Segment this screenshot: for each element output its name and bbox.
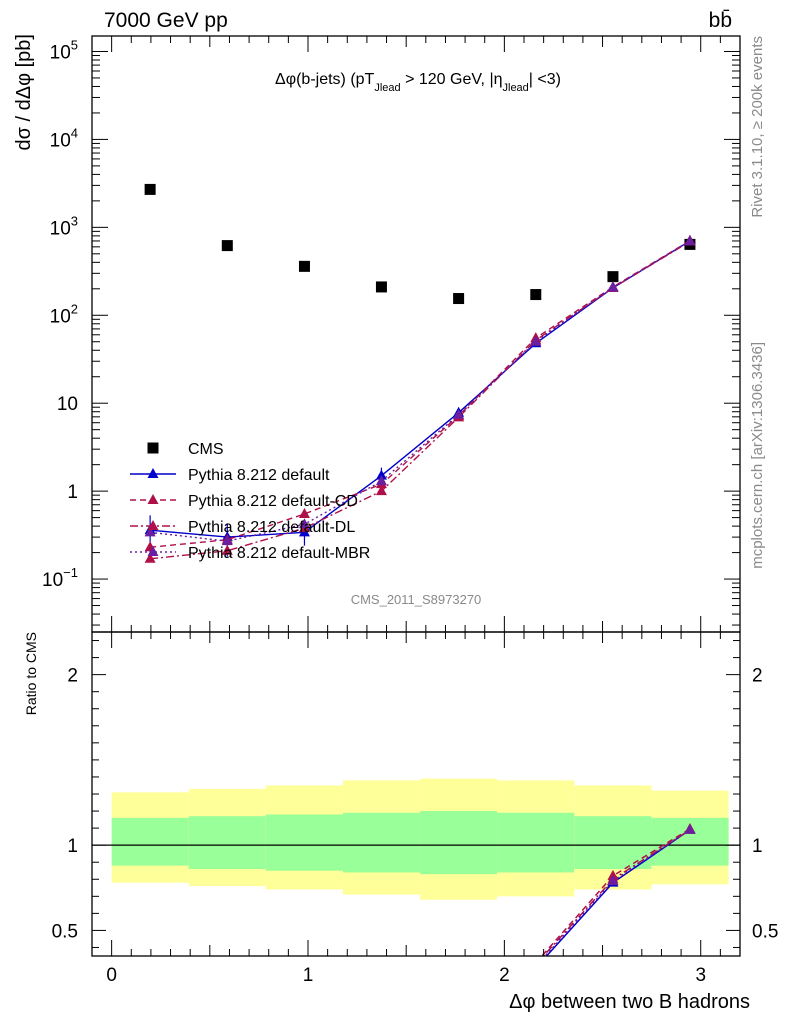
header-right: bb̄ (709, 9, 732, 32)
main-y-tick-label: 105 (50, 37, 78, 63)
ratio-y-tick-label: 0.5 (52, 921, 78, 942)
cms-data-point (221, 240, 233, 252)
main-y-tick-label: 104 (50, 125, 78, 151)
main-y-tick-label: 1 (67, 482, 78, 503)
analysis-watermark: CMS_2011_S8973270 (351, 592, 482, 607)
x-tick-label: 2 (499, 965, 510, 986)
ratio-y-tick-label-right: 0.5 (752, 921, 778, 942)
ratio-y-tick-label: 1 (67, 836, 78, 857)
cms-data-point (530, 289, 542, 301)
uncertainty-band-inner (111, 817, 189, 866)
legend-label: Pythia 8.212 default-CD (188, 493, 358, 510)
mc-marker (221, 535, 233, 546)
mc-line (150, 240, 691, 548)
mc-marker (298, 518, 310, 529)
mc-marker (453, 408, 465, 419)
main-y-axis-label: dσ / dΔφ [pb] (13, 34, 35, 151)
ratio-y-tick-label-right: 1 (752, 836, 763, 857)
x-axis-label: Δφ between two B hadrons (509, 991, 750, 1013)
cms-data-point (453, 293, 465, 305)
main-y-tick-label: 103 (50, 213, 78, 239)
mc-marker (221, 544, 233, 555)
ratio-panel: 0.5 0.5 1 1 2 2 0 1 2 3 (52, 36, 778, 986)
legend-marker (147, 546, 159, 556)
cms-data-point (607, 271, 619, 283)
x-tick-label: 0 (106, 965, 117, 986)
mc-line (150, 240, 691, 542)
ratio-y-tick-label-right: 2 (752, 666, 763, 687)
header-left: 7000 GeV pp (104, 9, 228, 32)
legend: CMS Pythia 8.212 default Pythia 8.212 defa… (130, 441, 370, 562)
mc-marker (144, 526, 156, 537)
cms-data-point (375, 281, 387, 293)
uncertainty-band-inner (342, 812, 421, 873)
mc-marker (375, 485, 387, 496)
mc-marker (298, 507, 310, 518)
main-series-group (144, 183, 696, 563)
mc-marker (684, 235, 696, 246)
ratio-marker (684, 823, 696, 834)
uncertainty-band-inner (497, 812, 575, 873)
side-label-rivet: Rivet 3.1.10, ≥ 200k events (749, 36, 766, 218)
legend-label: Pythia 8.212 default-MBR (188, 545, 370, 562)
side-label-mcplots: mcplots.cern.ch [arXiv:1306.3436] (749, 342, 766, 569)
legend-marker (147, 494, 159, 504)
uncertainty-band-inner (574, 816, 652, 870)
x-tick-label: 3 (695, 965, 706, 986)
uncertainty-band-inner (420, 811, 498, 875)
legend-label: Pythia 8.212 default-DL (188, 519, 355, 536)
ratio-marker (607, 874, 619, 885)
mc-marker (375, 475, 387, 486)
main-frame (91, 35, 741, 633)
main-y-tick-label: 10−1 (42, 565, 78, 591)
ratio-series-group (540, 822, 696, 956)
mc-marker (375, 469, 387, 480)
main-y-tick-label: 102 (50, 301, 78, 327)
mc-marker (144, 552, 156, 563)
ratio-y-axis-label: Ratio to CMS (23, 632, 39, 715)
main-y-tick-label: 10 (57, 394, 78, 415)
plot-title: Δφ(b-jets) (pTJlead > 120 GeV, |ηJlead| … (275, 71, 561, 94)
legend-label: CMS (188, 441, 224, 458)
legend-marker (147, 442, 159, 454)
uncertainty-band-inner (265, 814, 343, 871)
mc-marker (607, 281, 619, 292)
cms-data-point (144, 183, 156, 195)
legend-marker (147, 468, 159, 478)
legend-label: Pythia 8.212 default (188, 467, 330, 484)
mc-marker (530, 335, 542, 346)
ratio-y-tick-label: 2 (67, 666, 78, 687)
uncertainty-band-inner (188, 816, 266, 870)
legend-marker (147, 520, 159, 530)
cms-data-point (298, 260, 310, 272)
x-tick-label: 1 (303, 965, 314, 986)
